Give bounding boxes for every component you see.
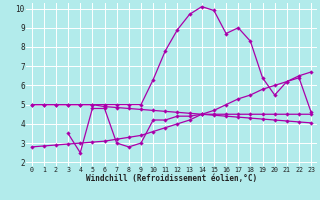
X-axis label: Windchill (Refroidissement éolien,°C): Windchill (Refroidissement éolien,°C) [86,174,257,183]
